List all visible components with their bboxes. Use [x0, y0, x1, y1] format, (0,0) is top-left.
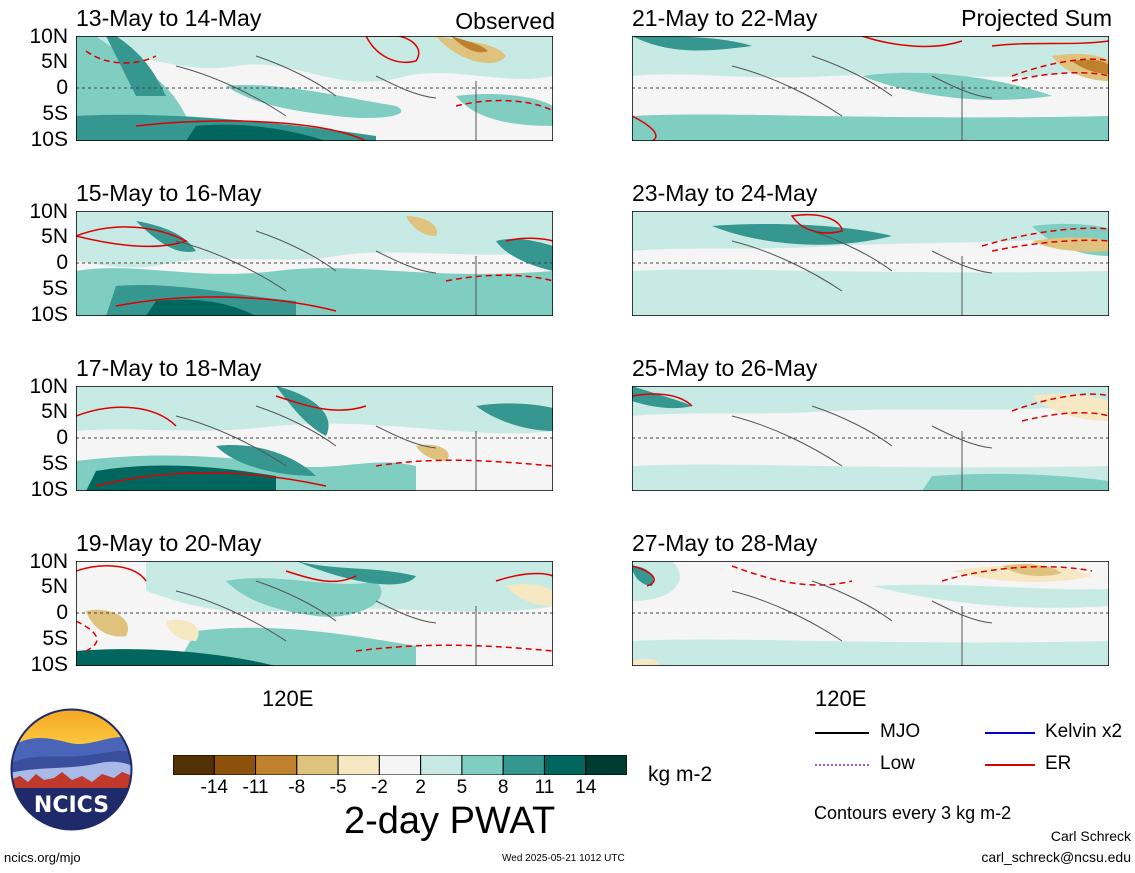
colorbar-swatch: [378, 755, 422, 775]
colorbar-swatch: [502, 755, 545, 775]
colorbar-tick-label: -2: [370, 777, 388, 798]
legend-line-low: [815, 764, 869, 766]
panel-title: 21-May to 22-May: [632, 5, 818, 31]
map-panel-l2: [76, 211, 553, 316]
colorbar-swatch: [337, 755, 380, 775]
lat-label: 5N: [41, 575, 68, 598]
colorbar-tick-label: -5: [329, 777, 347, 798]
lon-label-left: 120E: [262, 686, 314, 711]
colorbar-swatch: [461, 755, 504, 775]
map-panel-l4: [76, 561, 553, 666]
colorbar-tick-label: 2: [415, 777, 426, 798]
colorbar-swatch: [213, 755, 257, 775]
map-panel-r3: [632, 386, 1109, 491]
footer-author: Carl Schreck: [1050, 828, 1131, 844]
lat-label: 10S: [30, 478, 68, 501]
panel-title: 23-May to 24-May: [632, 180, 818, 206]
colorbar-tick-label: 11: [534, 777, 555, 798]
map-panel-l3: [76, 386, 553, 491]
colorbar-swatch: [173, 755, 215, 775]
colorbar-tick-label: -8: [288, 777, 306, 798]
lat-label: 5S: [42, 102, 68, 125]
colorbar-swatch: [296, 755, 339, 775]
colorbar-swatch: [255, 755, 298, 775]
lat-label: 0: [56, 76, 68, 99]
footer-email[interactable]: carl_schreck@ncsu.edu: [981, 849, 1131, 865]
lat-label: 0: [56, 251, 68, 274]
colorbar-swatches: [173, 755, 627, 775]
map-panel-r1: [632, 36, 1109, 141]
colorbar-tick-label: 5: [456, 777, 468, 798]
map-panel-r2: [632, 211, 1109, 316]
lat-label: 10N: [29, 550, 68, 573]
lat-label: 10S: [30, 303, 68, 326]
panel-title: 17-May to 18-May: [76, 355, 262, 381]
lat-label: 0: [56, 426, 68, 449]
map-panel-l1: [76, 36, 553, 141]
contour-note: Contours every 3 kg m-2: [814, 803, 1012, 823]
colorbar-tick-label: 8: [497, 777, 509, 798]
panel-tag: Projected Sum: [961, 5, 1112, 31]
lat-label: 5S: [42, 277, 68, 300]
legend-label-er: ER: [1045, 753, 1072, 774]
colorbar-tick-label: -14: [200, 777, 228, 798]
panel-title: 13-May to 14-May: [76, 5, 262, 31]
panel-tag: Observed: [455, 8, 555, 34]
legend-label-low: Low: [880, 753, 915, 774]
lat-label: 5S: [42, 452, 68, 475]
legend-label-mjo: MJO: [880, 721, 921, 742]
panel-title: 19-May to 20-May: [76, 530, 262, 556]
panel-title: 25-May to 26-May: [632, 355, 818, 381]
legend-line-kelvin: [985, 732, 1035, 734]
ncics-logo: NCICS: [10, 708, 133, 831]
panel-title: 27-May to 28-May: [632, 530, 818, 556]
footer-timestamp: Wed 2025-05-21 1012 UTC: [502, 853, 625, 864]
legend-label-kelvin: Kelvin x2: [1045, 721, 1123, 742]
footer-url[interactable]: ncics.org/mjo: [4, 850, 81, 865]
legend-line-mjo: [815, 732, 869, 734]
lat-label: 0: [56, 601, 68, 624]
lat-label: 10N: [29, 200, 68, 223]
colorbar-units: kg m-2: [648, 763, 713, 786]
lat-label: 10N: [29, 375, 68, 398]
colorbar-swatch: [420, 755, 463, 775]
legend-line-er: [985, 764, 1035, 766]
lat-label: 10N: [29, 25, 68, 48]
lat-label: 5N: [41, 225, 68, 248]
lat-label: 5N: [41, 50, 68, 73]
lat-label: 5S: [42, 627, 68, 650]
colorbar-tick-label: 14: [575, 777, 597, 798]
colorbar-swatch: [585, 755, 627, 775]
map-panel-r4: [632, 561, 1109, 666]
lon-label-right: 120E: [815, 686, 867, 711]
lat-label: 10S: [30, 128, 68, 151]
colorbar-tick-label: -11: [242, 777, 269, 798]
lat-label: 10S: [30, 653, 68, 676]
panel-title: 15-May to 16-May: [76, 180, 262, 206]
logo-text: NCICS: [34, 793, 109, 818]
lat-label: 5N: [41, 400, 68, 423]
colorbar-swatch: [543, 755, 587, 775]
colorbar-title: 2-day PWAT: [344, 800, 556, 842]
